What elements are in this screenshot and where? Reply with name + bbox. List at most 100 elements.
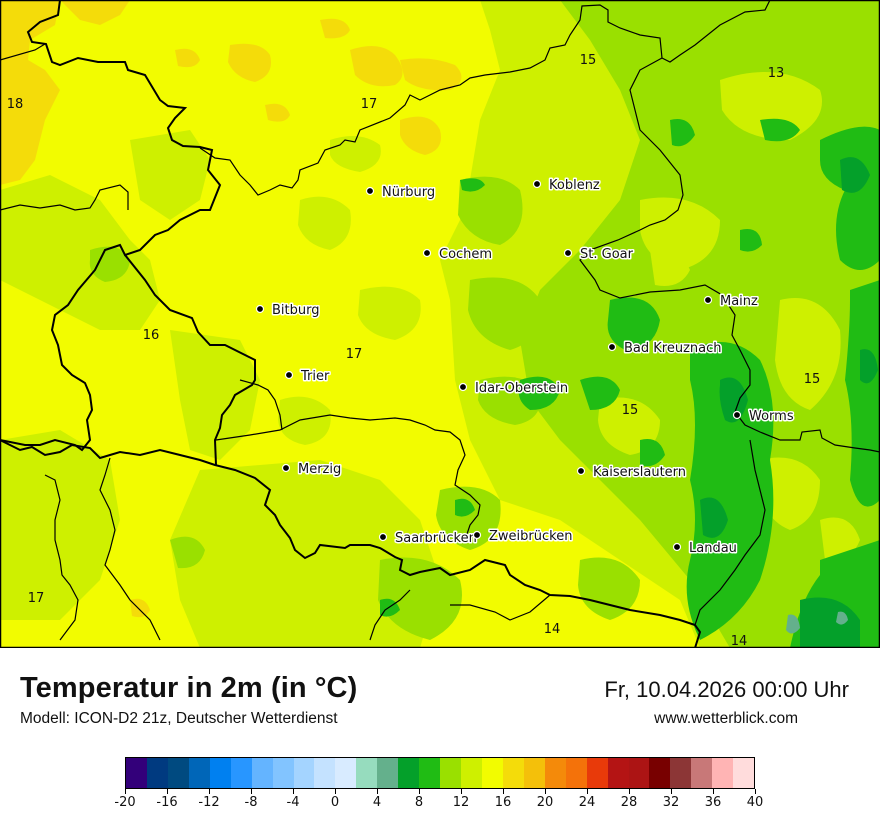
temperature-value-label: 15 <box>622 403 639 418</box>
city-marker: Zweibrücken <box>472 528 574 546</box>
city-marker: St. Goar <box>563 246 635 264</box>
legend-color-bin <box>481 758 503 788</box>
city-label: Idar-Oberstein <box>475 381 568 396</box>
city-marker: Nürburg <box>365 184 437 202</box>
city-marker: Worms <box>732 408 795 426</box>
legend-color-bin <box>419 758 441 788</box>
legend-ticks: -20 -16 -12 -8 -4 0 4 8 12 16 20 24 28 32 36 40 <box>114 789 763 819</box>
field-8-10 <box>700 157 878 648</box>
city-label: Worms <box>749 409 794 424</box>
city-label: Trier <box>300 369 330 384</box>
temperature-value-label: 18 <box>7 97 24 112</box>
legend-tick-label: 32 <box>662 795 680 810</box>
city-label: Landau <box>689 541 737 556</box>
city-label: Merzig <box>298 462 341 477</box>
legend-tick-label: 4 <box>372 795 382 810</box>
city-marker: Cochem <box>422 246 494 264</box>
city-label: Bitburg <box>272 303 320 318</box>
legend-color-bin <box>398 758 420 788</box>
city-marker: Kaiserslautern <box>576 464 688 482</box>
legend-tick-label: -16 <box>156 795 178 810</box>
city-label: Bad Kreuznach <box>624 341 722 356</box>
legend-tick-mark <box>670 789 672 794</box>
city-label: St. Goar <box>580 247 634 262</box>
legend-tick-mark <box>208 789 210 794</box>
legend-color-bin <box>586 758 608 788</box>
legend-tick-label: 24 <box>578 795 596 810</box>
city-label: Cochem <box>439 247 492 262</box>
city-marker: Landau <box>672 540 738 558</box>
borders <box>0 0 880 648</box>
city-dot-icon <box>458 382 468 392</box>
city-label: Koblenz <box>549 178 600 193</box>
city-marker: Bad Kreuznach <box>607 340 723 358</box>
legend-tick-mark <box>124 789 126 794</box>
city-dot-icon <box>563 248 573 258</box>
city-dot-icon <box>607 342 617 352</box>
legend-color-bin <box>335 758 357 788</box>
city-dot-icon <box>378 532 388 542</box>
legend-color-bin <box>670 758 692 788</box>
city-label: Saarbrücken <box>395 531 477 546</box>
temperature-value-label: 17 <box>28 591 45 606</box>
city-marker: Merzig <box>281 461 343 479</box>
legend-tick-mark <box>544 789 546 794</box>
legend-color-bin <box>691 758 713 788</box>
temperature-value-label: 13 <box>768 66 785 81</box>
temperature-value-label: 15 <box>580 53 597 68</box>
temperature-labels: 18 17 15 13 16 17 15 15 17 14 14 <box>7 53 821 648</box>
city-dot-icon <box>672 542 682 552</box>
legend-color-bin <box>272 758 294 788</box>
city-dot-icon <box>703 295 713 305</box>
city-marker: Koblenz <box>532 177 601 195</box>
legend-tick-mark <box>376 789 378 794</box>
legend-color-bin <box>733 758 755 788</box>
legend-tick-mark <box>502 789 504 794</box>
city-marker: Mainz <box>703 293 760 311</box>
temperature-value-label: 14 <box>731 634 748 648</box>
legend-tick-label: 20 <box>536 795 554 810</box>
city-dot-icon <box>732 410 742 420</box>
legend-tick-mark <box>250 789 252 794</box>
legend-tick-mark <box>460 789 462 794</box>
legend-color-bin <box>523 758 545 788</box>
legend-color-bin <box>712 758 734 788</box>
legend-tick-label: 36 <box>704 795 722 810</box>
legend-tick-mark <box>292 789 294 794</box>
legend-color-bin <box>377 758 399 788</box>
legend-tick-label: 12 <box>452 795 470 810</box>
legend-tick-label: 16 <box>494 795 512 810</box>
legend-color-bin <box>565 758 587 788</box>
legend-color-bin <box>293 758 315 788</box>
city-label: Kaiserslautern <box>593 465 686 480</box>
legend-color-bin <box>146 758 168 788</box>
city-dot-icon <box>255 304 265 314</box>
legend-tick-label: -8 <box>244 795 258 810</box>
temperature-value-label: 17 <box>346 347 363 362</box>
city-marker: Bitburg <box>255 302 321 320</box>
legend-color-bin <box>167 758 189 788</box>
website-link[interactable]: www.wetterblick.com <box>654 710 798 727</box>
legend-tick-mark <box>586 789 588 794</box>
forecast-datetime: Fr, 10.04.2026 00:00 Uhr <box>604 677 849 702</box>
legend-color-bin <box>230 758 252 788</box>
temperature-value-label: 17 <box>361 97 378 112</box>
legend-tick-mark <box>628 789 630 794</box>
legend-color-bin <box>607 758 629 788</box>
legend-color-bin <box>544 758 566 788</box>
legend-color-bin <box>188 758 210 788</box>
city-dot-icon <box>576 466 586 476</box>
legend-tick-label: -4 <box>286 795 300 810</box>
legend-tick-label: 40 <box>746 795 764 810</box>
temperature-map: 18 17 15 13 16 17 15 15 17 14 14 Nürburg Koblenz Coc… <box>0 0 880 648</box>
city-markers: Nürburg Koblenz Cochem St. Goar Mainz Bitburg… <box>255 177 795 558</box>
city-dot-icon <box>472 530 482 540</box>
legend-tick-label: 0 <box>330 795 340 810</box>
city-label: Nürburg <box>382 185 435 200</box>
field-6-8 <box>786 611 848 634</box>
legend-tick-label: 8 <box>414 795 424 810</box>
legend-tick-mark <box>166 789 168 794</box>
legend-tick-mark <box>418 789 420 794</box>
legend-tick-label: -12 <box>198 795 220 810</box>
chart-title: Temperatur in 2m (in °C) <box>20 672 358 704</box>
